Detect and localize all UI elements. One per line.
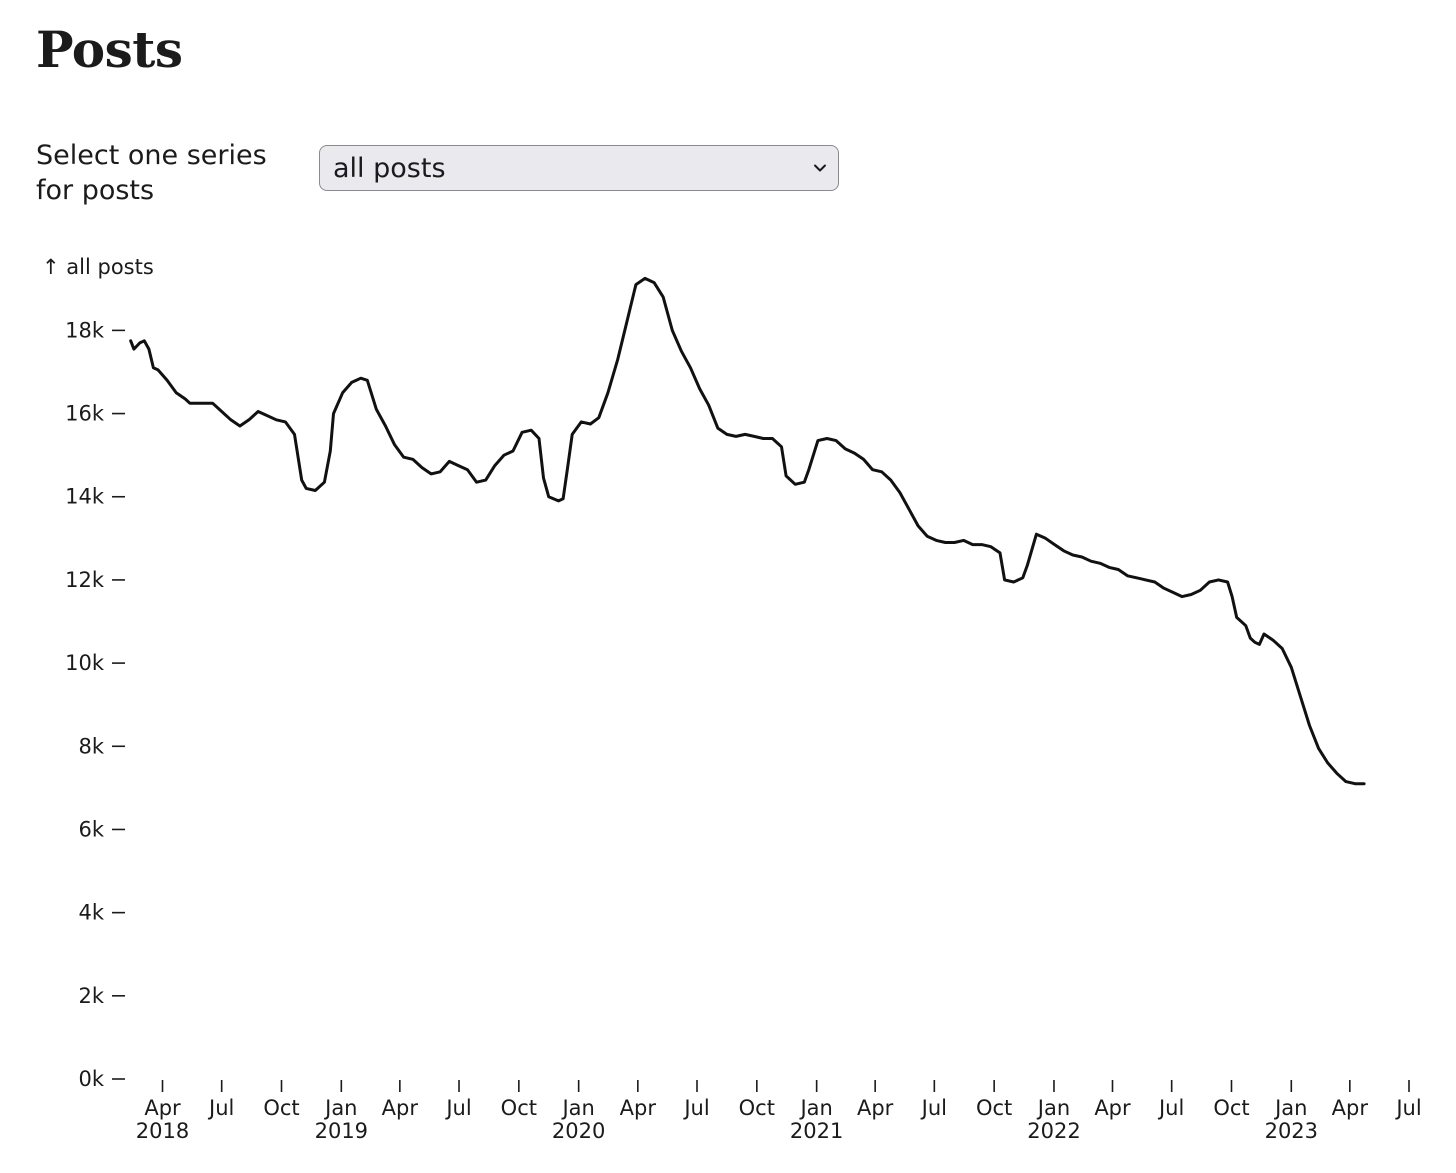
x-tick-label: Jul [207, 1096, 234, 1120]
x-tick-label: Oct [1213, 1096, 1249, 1120]
y-tick-label: 18k [65, 318, 105, 342]
y-axis: 0k 2k 4k 6k 8k 10k 12k 14k 16k 18k [65, 318, 125, 1091]
y-tick-label: 8k [78, 734, 104, 758]
x-tick-year-label: 2019 [315, 1119, 368, 1143]
series-select-value[interactable]: all posts [333, 153, 446, 184]
x-tick-label: Oct [739, 1096, 775, 1120]
y-tick-label: 4k [78, 901, 104, 925]
y-tick-label: 16k [65, 402, 105, 426]
x-tick-label: Jul [1394, 1096, 1421, 1120]
x-tick-year-label: 2021 [790, 1119, 843, 1143]
x-tick-label: Apr [620, 1096, 657, 1120]
x-tick-label: Jul [1157, 1096, 1184, 1120]
chevron-down-icon[interactable] [812, 160, 828, 176]
x-tick-label: Apr [857, 1096, 894, 1120]
x-tick-label: Apr [144, 1096, 181, 1120]
x-tick-label: Jul [682, 1096, 709, 1120]
x-tick-label: Jul [444, 1096, 471, 1120]
y-tick-label: 12k [65, 568, 105, 592]
y-axis-label: ↑ all posts [42, 255, 154, 279]
x-tick-label: Apr [1332, 1096, 1369, 1120]
x-tick-label: Oct [976, 1096, 1012, 1120]
y-tick-label: 14k [65, 485, 105, 509]
x-tick-label: Jul [920, 1096, 947, 1120]
x-tick-label: Jan [323, 1096, 357, 1120]
y-tick-label: 0k [78, 1067, 104, 1091]
x-tick-label: Apr [1094, 1096, 1131, 1120]
y-tick-label: 6k [78, 817, 104, 841]
x-tick-year-label: 2023 [1265, 1119, 1318, 1143]
x-tick-label: Oct [501, 1096, 537, 1120]
x-tick-year-label: 2020 [552, 1119, 605, 1143]
series-layer [129, 276, 1366, 786]
x-tick-year-label: 2022 [1027, 1119, 1080, 1143]
y-tick-label: 2k [78, 984, 104, 1008]
series-line [129, 276, 1366, 786]
series-select[interactable]: all posts [319, 145, 839, 191]
x-tick-year-label: 2018 [136, 1119, 189, 1143]
x-tick-label: Oct [263, 1096, 299, 1120]
page-title: Posts [36, 20, 183, 79]
x-tick-label: Jan [1036, 1096, 1070, 1120]
x-tick-label: Jan [560, 1096, 594, 1120]
x-tick-label: Jan [798, 1096, 832, 1120]
y-tick-label: 10k [65, 651, 105, 675]
series-select-label: Select one series for posts [36, 140, 267, 206]
x-tick-label: Jan [1273, 1096, 1307, 1120]
x-tick-label: Apr [382, 1096, 419, 1120]
